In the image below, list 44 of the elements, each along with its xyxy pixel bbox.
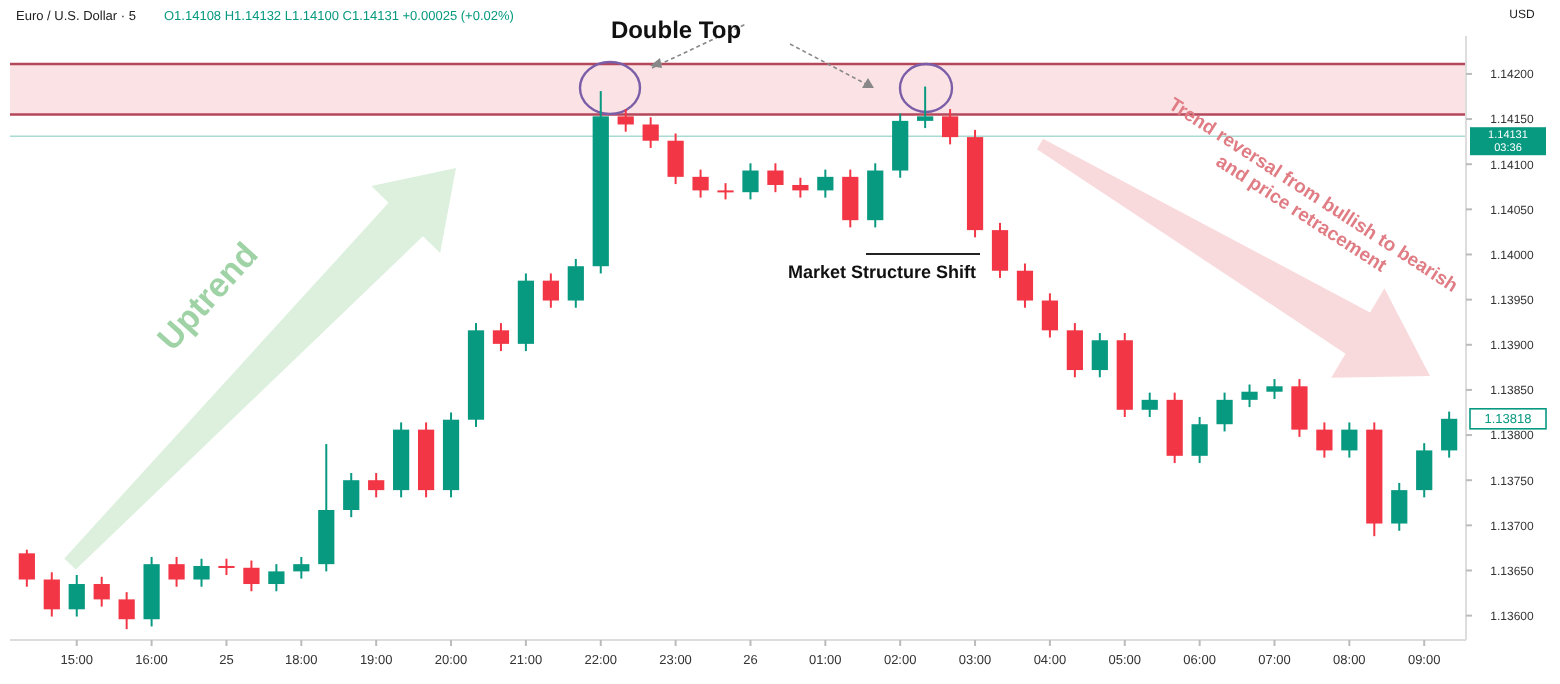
candlestick [792, 176, 809, 199]
candlestick [368, 471, 385, 499]
candlestick [1066, 322, 1083, 379]
candlestick [567, 258, 584, 309]
candlestick [1316, 421, 1333, 459]
candlestick [43, 571, 60, 618]
candlestick [18, 548, 35, 588]
candlestick [667, 132, 684, 186]
candlestick [168, 555, 185, 588]
candlestick [917, 85, 934, 130]
candlestick [642, 116, 659, 149]
candlestick [1091, 332, 1108, 379]
candlestick [1041, 292, 1059, 339]
candlestick [617, 108, 634, 133]
candlestick [1141, 391, 1158, 418]
candlestick [817, 168, 834, 199]
candlestick [293, 555, 310, 580]
candlestick [941, 108, 959, 146]
candlestick [1241, 383, 1258, 409]
candlestick [742, 162, 759, 201]
candlestick [492, 322, 510, 353]
candlestick [343, 471, 360, 519]
candlestick [1191, 416, 1208, 465]
candlestick [1441, 410, 1458, 459]
candlestick [1391, 481, 1408, 532]
candlestick [991, 221, 1009, 279]
candlestick [1341, 421, 1358, 459]
candlestick [93, 575, 110, 608]
candlestick [767, 162, 784, 194]
candlestick [842, 168, 859, 229]
candlestick [1291, 378, 1308, 438]
candlestick [1266, 378, 1283, 400]
candlestick [68, 574, 85, 618]
candlestick [118, 591, 135, 631]
candlestick [542, 272, 559, 309]
annotation: Double Top [610, 16, 742, 44]
candlestick [243, 559, 260, 593]
candlestick [268, 563, 285, 593]
candlestick [1216, 391, 1233, 433]
candlestick [193, 557, 210, 588]
candlestick [692, 168, 709, 199]
annotation: Market Structure Shift [787, 262, 976, 282]
candlestick [1016, 262, 1034, 309]
candlestick [1416, 442, 1433, 499]
